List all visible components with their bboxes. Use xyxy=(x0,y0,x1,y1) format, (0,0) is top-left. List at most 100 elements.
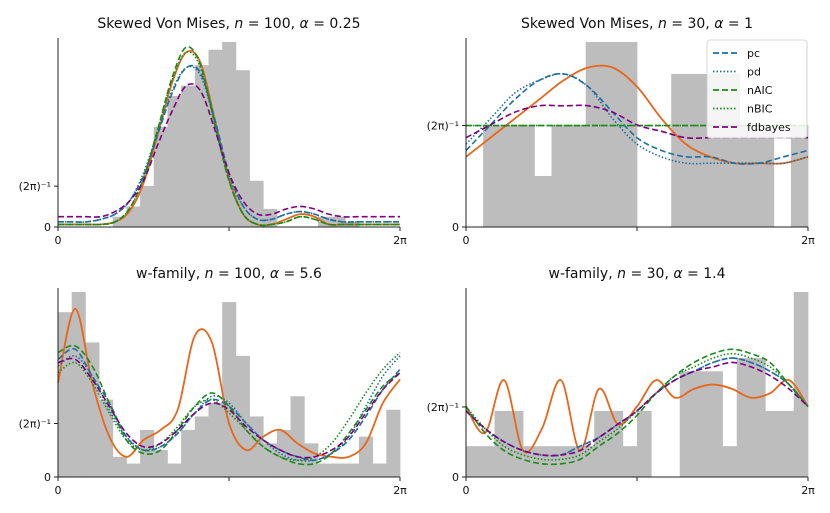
hist-bar xyxy=(722,446,738,477)
hist-bar xyxy=(140,185,155,227)
hist-bar xyxy=(739,124,758,227)
hist-bar xyxy=(208,49,223,228)
hist-bar xyxy=(194,65,209,228)
hist-bar xyxy=(622,446,638,477)
title-part: w-family, xyxy=(549,266,618,282)
hist-bar xyxy=(551,124,569,227)
title-part: w-family, xyxy=(136,266,205,282)
series-line-nBIC xyxy=(57,351,401,461)
title-part: = 100, xyxy=(214,266,270,282)
hist-bar xyxy=(483,124,501,227)
hist-bar xyxy=(372,463,387,477)
y-tick-label: 0 xyxy=(452,471,459,484)
hist-bar xyxy=(235,355,250,477)
legend: pc pd nAIC nBIC fdbayes xyxy=(706,39,808,139)
title-part: Skewed Von Mises, xyxy=(97,16,234,32)
title-part: = 30, xyxy=(626,266,673,282)
hist-bar xyxy=(751,358,766,477)
title-part: = 1.4 xyxy=(683,266,726,282)
hist-bar xyxy=(671,73,689,228)
series-line-fdbayes xyxy=(57,357,401,459)
legend-label-nBIC: nBIC xyxy=(747,103,773,116)
y-tick-label: (2π)⁻¹ xyxy=(427,120,459,133)
title-part: α xyxy=(300,16,310,32)
hist-bar xyxy=(508,410,524,477)
hist-bar xyxy=(222,42,237,227)
hist-bar xyxy=(153,126,168,227)
x-tick-label: 0 xyxy=(55,234,62,247)
hist-bar xyxy=(517,124,535,227)
hist-bar xyxy=(708,371,723,477)
hist-bar xyxy=(480,446,495,477)
series-line-nAIC xyxy=(465,348,809,466)
panel-4: 0 2π 0 (2π)⁻¹ w-family, n = 30, α = 1.4 xyxy=(427,266,816,497)
series-line-truth xyxy=(465,379,809,454)
hist-bar xyxy=(167,95,182,228)
hist-bar xyxy=(756,124,775,227)
series-line-pd xyxy=(57,354,401,462)
y-tick-label: 0 xyxy=(44,471,51,484)
hist-bar xyxy=(58,312,73,477)
hist-bar xyxy=(331,463,346,477)
title-part: α xyxy=(673,266,683,282)
title-part: n xyxy=(617,266,626,282)
title-part: = 100, xyxy=(243,16,299,32)
y-tick-label: (2π)⁻¹ xyxy=(19,418,51,431)
hist-bar xyxy=(637,410,652,477)
hist-bar xyxy=(779,410,795,477)
hist-bar xyxy=(765,410,780,477)
x-tick-label: 2π xyxy=(393,234,407,247)
hist-bar xyxy=(568,124,587,227)
y-tick-label: (2π)⁻¹ xyxy=(427,401,459,414)
legend-box xyxy=(706,39,808,139)
hist-bar xyxy=(317,463,332,477)
series-line-fdbayes xyxy=(58,83,400,218)
hist-bar xyxy=(263,209,278,227)
hist-bar xyxy=(551,446,567,477)
title-part: α xyxy=(714,16,724,32)
hist-bar xyxy=(602,42,621,227)
y-tick-label: 0 xyxy=(44,221,51,234)
hist-bar xyxy=(793,292,809,477)
hist-bar xyxy=(208,403,223,477)
y-tick-label: (2π)⁻¹ xyxy=(19,180,51,193)
chart-title: w-family, n = 30, α = 1.4 xyxy=(549,266,726,282)
hist-bar xyxy=(345,463,360,477)
title-part: n xyxy=(205,266,214,282)
series-line-pd xyxy=(465,357,809,457)
x-tick-label: 0 xyxy=(463,484,470,497)
hist-bar xyxy=(694,371,709,477)
chart-title: w-family, n = 100, α = 5.6 xyxy=(136,266,322,282)
hist-bar xyxy=(276,429,291,477)
title-part: = 30, xyxy=(667,16,714,32)
hist-bar xyxy=(580,446,595,477)
hist-bar xyxy=(71,292,86,477)
hist-bar xyxy=(534,175,552,227)
hist-bar xyxy=(494,410,510,477)
hist-bar xyxy=(386,409,401,477)
hist-bar xyxy=(126,463,141,477)
panel-1: 0 2π 0 (2π)⁻¹ Skewed Von Mises, n = 100, α =… xyxy=(19,16,408,247)
hist-bar xyxy=(112,216,127,227)
hist-bar xyxy=(466,446,481,477)
hist-bar xyxy=(263,443,278,477)
x-tick-label: 2π xyxy=(393,484,407,497)
hist-bar xyxy=(249,416,264,477)
title-part: = 0.25 xyxy=(309,16,361,32)
hist-bar xyxy=(585,42,604,227)
series-line-nBIC xyxy=(58,51,400,227)
hist-bar xyxy=(181,429,196,477)
legend-label-nAIC: nAIC xyxy=(747,84,773,97)
hist-bar xyxy=(235,70,250,227)
legend-label-fdbayes: fdbayes xyxy=(747,121,791,134)
hist-bar xyxy=(537,446,552,477)
legend-label-pd: pd xyxy=(747,66,761,79)
series-line-pc xyxy=(57,347,401,462)
hist-bar xyxy=(736,358,752,477)
x-tick-label: 2π xyxy=(801,234,815,247)
hist-bar xyxy=(679,371,695,477)
hist-bar xyxy=(112,456,127,477)
x-tick-label: 0 xyxy=(55,484,62,497)
x-tick-label: 0 xyxy=(463,234,470,247)
legend-label-pc: pc xyxy=(747,47,760,60)
